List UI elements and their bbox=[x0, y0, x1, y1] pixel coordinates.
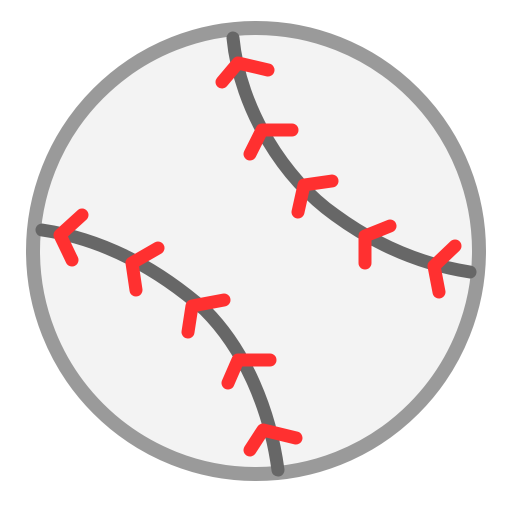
stitch bbox=[221, 353, 277, 390]
ball-body bbox=[26, 21, 486, 481]
stitch bbox=[291, 174, 339, 219]
stitch bbox=[243, 423, 303, 457]
stitches-upper-right bbox=[215, 56, 462, 299]
stitch bbox=[427, 239, 462, 299]
stitch bbox=[53, 208, 89, 267]
seam-upper-right bbox=[226, 31, 477, 279]
stitch bbox=[215, 56, 275, 89]
stitch bbox=[181, 293, 231, 339]
stitch bbox=[243, 123, 299, 161]
stitches-lower-left bbox=[53, 208, 303, 457]
stitch bbox=[125, 241, 165, 297]
stitch bbox=[358, 219, 397, 270]
